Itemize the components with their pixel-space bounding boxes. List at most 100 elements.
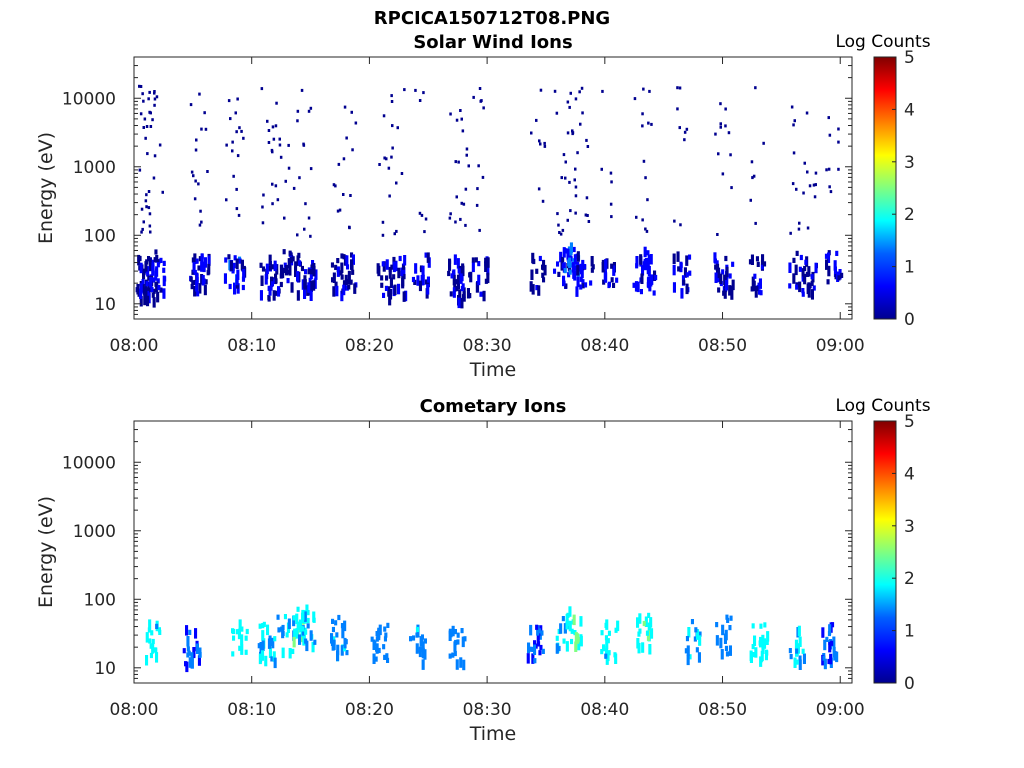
spectrogram-cell	[198, 256, 202, 262]
spectrogram-cell	[415, 643, 419, 654]
spectrogram-cell	[303, 278, 307, 284]
spectrogram-cell	[158, 629, 162, 635]
spectrogram-cell	[198, 652, 202, 658]
spectrogram-cell	[380, 282, 384, 288]
spectrogram-cell	[754, 86, 757, 90]
spectrogram-cell	[136, 284, 140, 295]
spectrogram-cell	[562, 247, 566, 258]
spectrogram-cell	[726, 617, 730, 623]
spectrogram-cell	[154, 249, 158, 255]
spectrogram-cell	[559, 232, 563, 236]
spectrogram-cell	[264, 655, 268, 667]
spectrogram-cell	[279, 273, 283, 279]
spectrogram-cell	[719, 102, 722, 106]
spectrogram-cell	[576, 251, 580, 262]
spectrogram-cell	[309, 281, 313, 292]
spectrogram-cell	[144, 284, 148, 295]
spectrogram-cell	[794, 639, 798, 651]
spectrogram-cell	[304, 269, 308, 275]
spectrogram-cell	[162, 260, 166, 266]
spectrogram-cell	[763, 261, 767, 267]
spectrogram-cell	[761, 648, 765, 654]
spectrogram-cell	[566, 249, 570, 260]
spectrogram-cell	[420, 634, 424, 640]
spectrogram-cell	[690, 619, 694, 625]
spectrogram-cell	[795, 250, 799, 256]
spectrogram-cell	[141, 227, 144, 231]
spectrogram-cell	[309, 106, 313, 110]
spectrogram-cell	[837, 140, 840, 144]
spectrogram-cell	[426, 276, 430, 287]
spectrogram-cell	[795, 648, 799, 654]
spectrogram-cell	[385, 259, 389, 270]
spectrogram-cell	[646, 198, 649, 202]
spectrogram-cell	[695, 647, 699, 653]
spectrogram-cell	[426, 252, 430, 263]
spectrogram-cell	[237, 213, 241, 217]
spectrogram-cell	[529, 624, 533, 636]
spectrogram-cell	[451, 625, 455, 637]
spectrogram-cell	[415, 632, 419, 638]
spectrogram-cell	[394, 260, 398, 272]
spectrogram-cell	[311, 641, 315, 653]
spectrogram-cell	[574, 97, 578, 101]
spectrogram-cell	[824, 253, 828, 259]
spectrogram-cell	[294, 261, 298, 267]
spectrogram-cell	[558, 231, 561, 234]
spectrogram-cell	[827, 658, 831, 665]
spectrogram-cell	[151, 277, 155, 283]
spectrogram-cell	[686, 645, 690, 656]
spectrogram-cell	[293, 628, 297, 640]
colorbar-tick-label: 5	[904, 48, 915, 68]
spectrogram-cell	[572, 614, 576, 626]
spectrogram-cell	[574, 185, 578, 189]
spectrogram-cell	[838, 269, 842, 280]
spectrogram-cell	[141, 92, 144, 96]
spectrogram-cell	[296, 290, 300, 301]
spectrogram-cell	[572, 246, 576, 253]
spectrogram-cell	[713, 258, 717, 264]
spectrogram-cell	[604, 272, 608, 283]
spectrogram-cell	[347, 270, 351, 282]
spectrogram-cell	[296, 622, 300, 633]
spectrogram-cell	[266, 119, 269, 123]
spectrogram-cell	[271, 182, 274, 186]
spectrogram-cell	[281, 624, 285, 631]
spectrogram-cell	[752, 174, 756, 178]
spectrogram-cell	[153, 91, 156, 95]
spectrogram-cell	[476, 187, 479, 191]
spectrogram-cell	[151, 118, 154, 122]
spectrogram-cell	[418, 280, 422, 292]
spectrogram-cell	[833, 655, 837, 661]
spectrogram-cell	[721, 172, 725, 176]
spectrogram-cell	[331, 618, 335, 624]
spectrogram-cell	[426, 284, 430, 295]
spectrogram-cell	[314, 269, 318, 280]
spectrogram-cell	[789, 654, 793, 660]
spectrogram-cell	[725, 651, 729, 657]
spectrogram-cell	[163, 276, 167, 282]
spectrogram-cell	[750, 160, 754, 164]
spectrogram-cell	[646, 259, 650, 271]
spectrogram-cell	[189, 103, 193, 107]
spectrogram-cell	[262, 621, 266, 627]
spectrogram-cell	[416, 275, 420, 286]
spectrogram-cell	[828, 641, 832, 653]
x-axis-label: Time	[469, 359, 517, 381]
spectrogram-cell	[814, 262, 818, 274]
spectrogram-cell	[300, 637, 304, 643]
spectrogram-cell	[334, 281, 338, 287]
spectrogram-cell	[458, 289, 462, 300]
spectrogram-cell	[465, 147, 469, 151]
spectrogram-cell	[387, 166, 391, 170]
spectrogram-cell	[275, 264, 279, 275]
spectrogram-cell	[228, 283, 232, 290]
spectrogram-cell	[156, 278, 160, 284]
spectrogram-cell	[300, 265, 304, 272]
spectrogram-cell	[400, 267, 404, 273]
spectrogram-cell	[557, 223, 560, 227]
spectrogram-cell	[143, 294, 147, 306]
spectrogram-cell	[562, 275, 566, 287]
spectrogram-cell	[814, 183, 817, 187]
spectrogram-cell	[149, 111, 152, 115]
